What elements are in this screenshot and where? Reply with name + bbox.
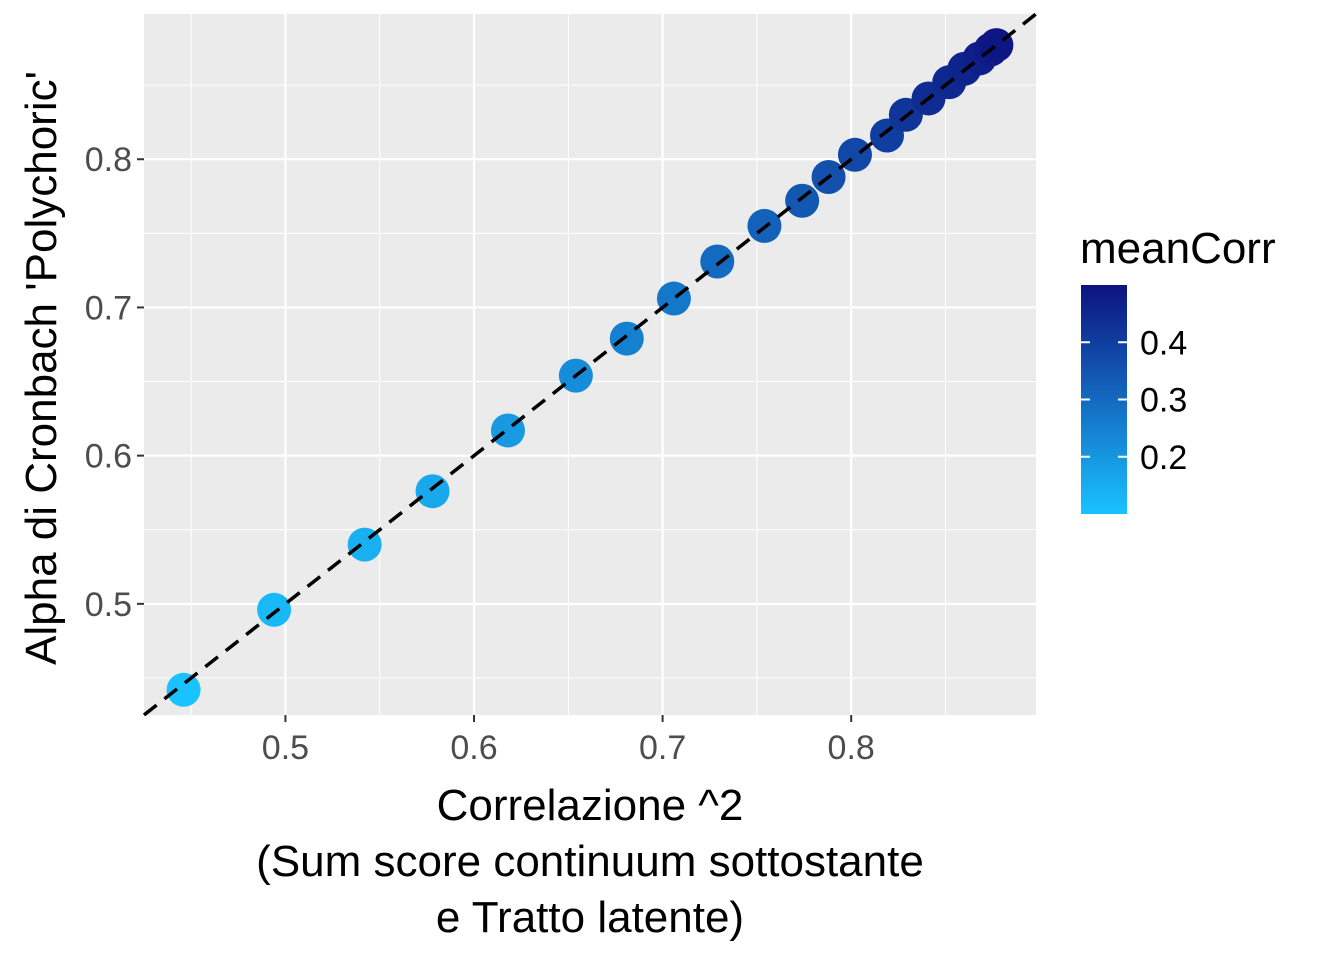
legend-ticks: 0.2 0.3 0.4 (1081, 324, 1187, 477)
x-tick-label: 0.5 (262, 729, 309, 767)
y-tick-label: 0.6 (85, 438, 132, 476)
data-point (415, 474, 450, 509)
x-tick-label: 0.7 (639, 729, 686, 767)
reference-line-group (142, 12, 1038, 717)
y-tick-label: 0.7 (85, 289, 132, 327)
data-point (656, 281, 691, 316)
data-points (166, 28, 1014, 707)
x-axis-title-line-1: Correlazione ^2 (437, 781, 744, 830)
x-axis-title-line-3: e Tratto latente) (436, 893, 744, 942)
y-axis-ticks: 0.5 0.6 0.7 0.8 (85, 141, 144, 624)
reference-line (142, 12, 1038, 717)
y-axis-title: Alpha di Cronbach 'Polychoric' (17, 71, 66, 665)
legend-tick-label: 0.4 (1140, 324, 1187, 362)
x-axis-title-line-2: (Sum score continuum sottostante (256, 837, 924, 886)
data-point (257, 592, 292, 627)
data-point (785, 183, 820, 218)
legend-tick-label: 0.2 (1140, 439, 1187, 477)
legend-tick-label: 0.3 (1140, 382, 1187, 420)
data-point (166, 672, 201, 707)
x-axis-ticks: 0.5 0.6 0.7 0.8 (262, 715, 875, 767)
x-tick-label: 0.6 (450, 729, 497, 767)
y-tick-label: 0.8 (85, 141, 132, 179)
y-tick-label: 0.5 (85, 586, 132, 624)
data-point (700, 244, 735, 279)
legend-title: meanCorr (1080, 224, 1276, 273)
x-tick-label: 0.8 (828, 729, 875, 767)
